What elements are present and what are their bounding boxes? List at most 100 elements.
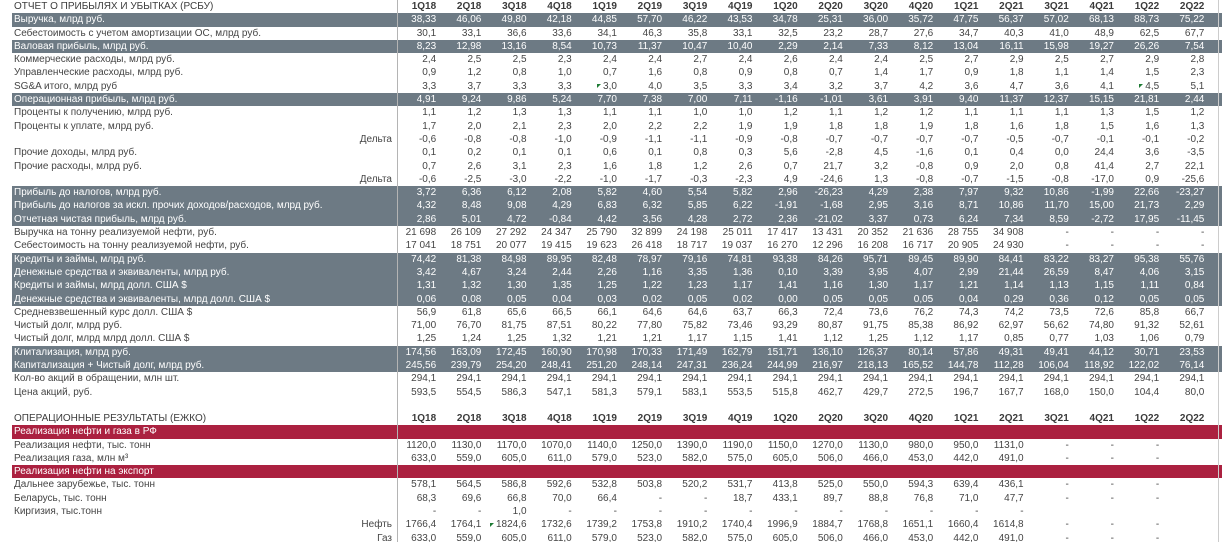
cell: 1,25 — [868, 333, 889, 345]
cell: 3,16 — [913, 200, 934, 212]
cell: 294,1 — [546, 373, 572, 385]
row-label: Реализация нефти, тыс. тонн — [12, 438, 398, 452]
cell: 0,1 — [557, 147, 572, 159]
cell — [1166, 478, 1211, 491]
row-label: Денежные средства и эквиваленты, млрд ру… — [12, 265, 398, 280]
cell — [850, 425, 895, 438]
cell — [579, 465, 624, 478]
cell: -0,7 — [825, 133, 843, 145]
cell: 76,70 — [456, 320, 482, 332]
cell: 3,15 — [1184, 266, 1205, 278]
cell: 294,1 — [637, 373, 663, 385]
row-label: Реализация газа, млн м³ — [12, 451, 398, 466]
cell: -0,5 — [1006, 133, 1024, 145]
cell — [488, 465, 533, 478]
cell: 8,71 — [958, 200, 979, 212]
cell — [1166, 532, 1211, 542]
cell: 2,0 — [603, 120, 617, 132]
spacer-divider — [12, 398, 398, 412]
cell: 2,4 — [738, 54, 753, 66]
cell: - — [1201, 227, 1205, 239]
column-header-row: ОТЧЕТ О ПРИБЫЛЯХ И УБЫТКАХ (РСБУ) 1Q18 2Q1… — [12, 0, 1222, 14]
cell: 63,7 — [733, 306, 753, 318]
column-header: 1Q21 — [953, 412, 979, 424]
cell: -2,8 — [825, 147, 843, 159]
cell: 1,0 — [557, 67, 572, 79]
cell: 547,1 — [546, 386, 572, 398]
row-label-text: Дальнее зарубежье, тыс. тонн — [14, 479, 155, 491]
cell: 170,33 — [631, 346, 663, 358]
cell: 150,0 — [1088, 386, 1114, 398]
cell: 2,7 — [1145, 160, 1160, 172]
cell: 1651,1 — [902, 519, 934, 531]
cell: 8,23 — [416, 40, 437, 52]
cell: 0,8 — [512, 67, 527, 79]
cell: 639,4 — [953, 479, 979, 491]
cell-with-comment-marker-icon: 3,0 — [579, 80, 624, 93]
cell: 0,9 — [964, 160, 979, 172]
cell: 575,0 — [727, 452, 753, 464]
table-row: Валовая прибыль, млрд руб. 8,23 12,98 13,16… — [12, 39, 1222, 54]
cell: 216,97 — [812, 360, 843, 372]
row-label: Реализация нефти и газа в РФ — [12, 425, 398, 439]
cell: 4,42 — [597, 213, 617, 225]
cell: 25,31 — [817, 14, 843, 26]
cell: 980,0 — [908, 439, 934, 451]
cell: -23,27 — [1176, 187, 1205, 199]
cell: 0,06 — [416, 293, 437, 305]
row-label: Дельта — [12, 172, 398, 187]
cell: 3,5 — [693, 80, 708, 92]
cell: - — [1065, 227, 1069, 239]
cell: 1170,0 — [496, 439, 527, 451]
cell: 81,75 — [501, 320, 527, 332]
cell: 1,0 — [738, 107, 753, 119]
cell: 34,78 — [772, 14, 798, 26]
cell: 593,5 — [411, 386, 437, 398]
row-label-text: Реализация газа, млн м³ — [14, 452, 129, 464]
cell: 11,37 — [999, 94, 1024, 106]
cell: 578,1 — [411, 479, 437, 491]
cell: 579,0 — [591, 452, 617, 464]
cell: 8,12 — [913, 40, 934, 52]
column-header: 1Q19 — [592, 1, 617, 12]
cell: 160,90 — [541, 346, 572, 358]
cell: 0,12 — [1094, 293, 1114, 305]
cell: 1614,8 — [993, 519, 1024, 531]
cell: 550,0 — [863, 479, 889, 491]
cell: 294,1 — [908, 373, 934, 385]
cell: 1884,7 — [812, 519, 843, 531]
cell: 3,95 — [868, 266, 889, 278]
cell: 16 208 — [857, 240, 889, 252]
cell: 506,0 — [817, 532, 843, 542]
column-header: 4Q21 — [1089, 1, 1114, 12]
cell: 4,9 — [783, 173, 798, 185]
cell: -0,2 — [1187, 133, 1205, 145]
cell: 236,24 — [721, 360, 753, 372]
cell: 34 908 — [993, 227, 1024, 239]
row-label-text: Кол-во акций в обращении, млн шт. — [14, 373, 180, 385]
cell: 581,3 — [591, 386, 617, 398]
table-row: Дельта -0,6 -0,8 -0,8 -1,0 -0,9 -1,1 -1,1 -0,9 -0… — [12, 132, 1222, 147]
cell: 67,7 — [1184, 27, 1205, 39]
cell: 46,06 — [456, 14, 482, 26]
cell: 1,2 — [919, 107, 934, 119]
cell: 294,1 — [1134, 373, 1160, 385]
cell: - — [478, 505, 482, 517]
cell: 1732,6 — [541, 519, 572, 531]
cell: 3,3 — [422, 80, 437, 92]
column-header: 1Q21 — [953, 1, 979, 12]
cell: 506,0 — [817, 452, 843, 464]
cell: 2,29 — [778, 40, 798, 52]
cell: -1,1 — [644, 133, 663, 145]
cell: - — [839, 505, 843, 517]
cell: 20 077 — [495, 240, 527, 252]
table-row: Дельта -0,6 -2,5 -3,0 -2,2 -1,0 -1,7 -0,3 -2,3 4,… — [12, 172, 1222, 187]
cell: 27,6 — [913, 27, 934, 39]
cell: 52,61 — [1179, 320, 1205, 332]
cell: 515,8 — [772, 386, 798, 398]
cell: - — [568, 505, 572, 517]
cell: - — [1020, 505, 1024, 517]
cell: 248,14 — [631, 360, 663, 372]
cell: 15,00 — [1088, 200, 1114, 212]
